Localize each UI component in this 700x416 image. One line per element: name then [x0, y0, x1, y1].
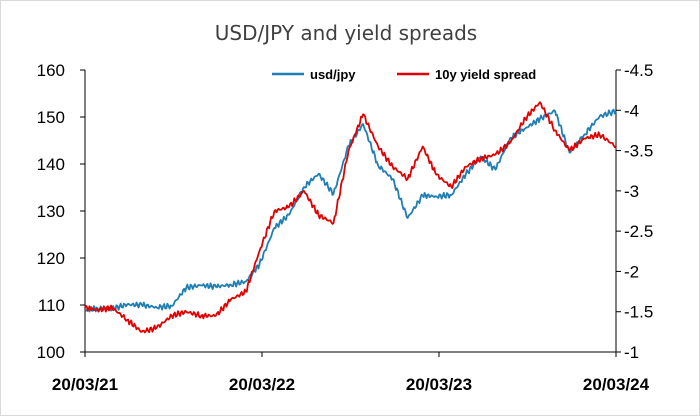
left-axis-ticks: 100 110 120 130 140 150 160	[37, 61, 85, 362]
x-tick-label: 20/03/21	[52, 375, 118, 394]
x-tick-label: 20/03/22	[229, 375, 295, 394]
right-tick-label: -2	[624, 262, 639, 281]
legend-label-yield-spread: 10y yield spread	[435, 67, 536, 82]
right-tick-label: -4.5	[624, 61, 653, 80]
left-tick-label: 160	[37, 61, 65, 80]
right-tick-label: -3.5	[624, 142, 653, 161]
left-tick-label: 100	[37, 343, 65, 362]
right-tick-label: -3	[624, 182, 639, 201]
right-tick-label: -2.5	[624, 222, 653, 241]
series-layer	[84, 101, 617, 334]
x-tick-label: 20/03/23	[406, 375, 472, 394]
left-tick-label: 110	[38, 296, 65, 315]
left-tick-label: 120	[37, 249, 65, 268]
series-line-usd-jpy	[84, 108, 617, 313]
legend-label-usd-jpy: usd/jpy	[310, 67, 356, 82]
right-tick-label: -1	[624, 343, 639, 362]
legend: usd/jpy 10y yield spread	[272, 67, 536, 82]
right-axis-ticks: -1 -1.5 -2 -2.5 -3 -3.5 -4 -4.5	[616, 61, 653, 362]
left-tick-label: 140	[37, 155, 65, 174]
x-axis-ticks: 20/03/21 20/03/22 20/03/23 20/03/24	[52, 352, 650, 394]
x-tick-label: 20/03/24	[583, 375, 650, 394]
chart-title: USD/JPY and yield spreads	[215, 21, 477, 45]
series-line-10y-yield-spread	[84, 101, 617, 334]
right-tick-label: -4	[624, 101, 639, 120]
left-tick-label: 150	[37, 108, 65, 127]
left-tick-label: 130	[37, 202, 65, 221]
right-tick-label: -1.5	[624, 303, 653, 322]
